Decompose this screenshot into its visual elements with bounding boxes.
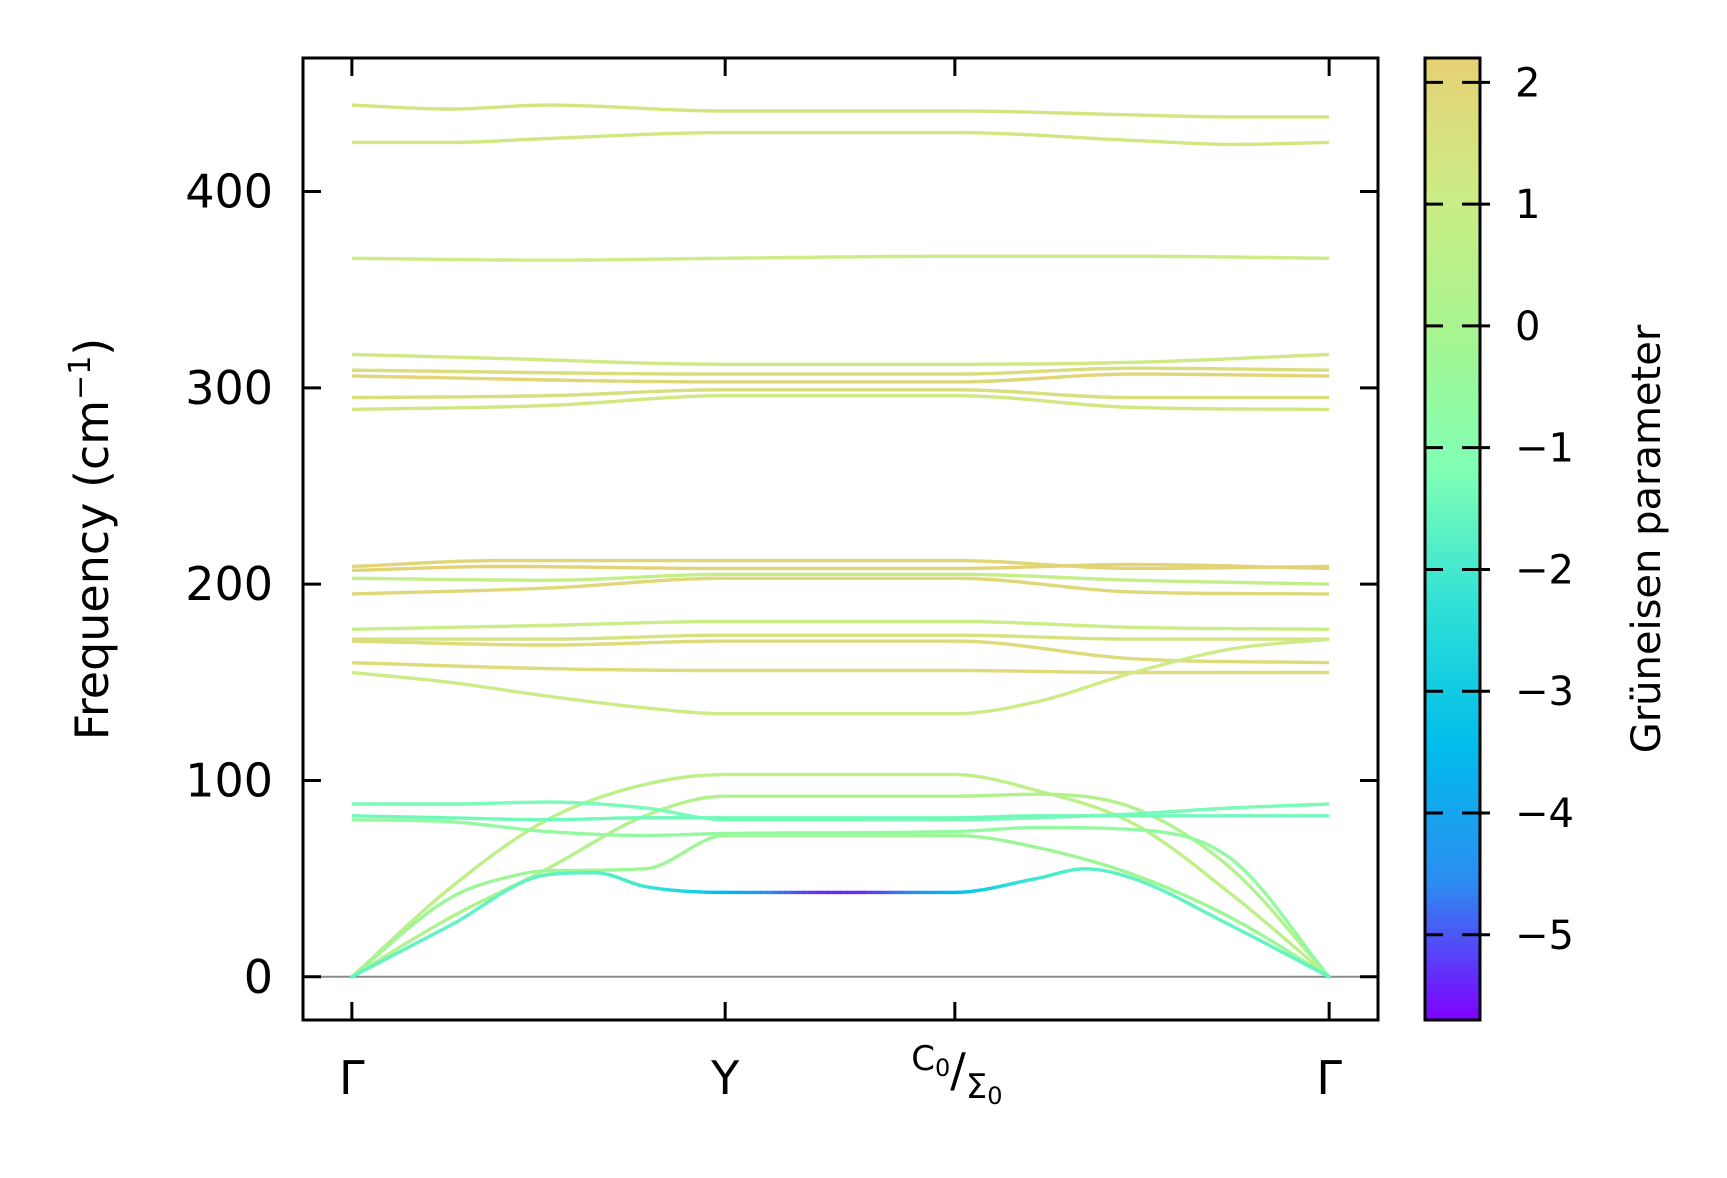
colorbar-tick-label: 2 (1515, 60, 1540, 106)
band-band-09 (351, 558, 1330, 571)
y-tick-label: 400 (185, 165, 273, 219)
phonon-bands (350, 103, 1331, 979)
colorbar-tick-label: −3 (1515, 669, 1574, 715)
band-band-01 (351, 103, 1330, 119)
band-band-24 (350, 867, 1331, 979)
y-axis-title-exponent: −1 (63, 356, 98, 400)
x-tick-label: Γ (1316, 1051, 1342, 1105)
band-band-08 (351, 394, 1330, 412)
band-band-19 (351, 792, 1331, 979)
band-band-15 (351, 639, 1330, 665)
band-band-23 (350, 833, 1330, 979)
plot-frame (301, 56, 1380, 1022)
colorbar-tick-label: −1 (1515, 426, 1574, 472)
band-segment (1321, 971, 1331, 979)
x-tick-label: C0/Σ0 (911, 1039, 1002, 1110)
colorbar-ticks: 2 1 0 −1 −2 −3 −4 −5 (1425, 60, 1574, 959)
x-tick-label: Y (710, 1051, 740, 1105)
colorbar-tick-label: −2 (1515, 547, 1574, 593)
band-band-22 (351, 818, 1331, 978)
y-tick-label: 200 (185, 557, 273, 611)
band-band-04 (351, 352, 1330, 366)
colorbar-title: Grüneisen parameter (1624, 324, 1670, 753)
y-axis-title: Frequency (cm−1) (63, 338, 119, 741)
band-band-14 (351, 633, 1330, 641)
band-band-16 (351, 661, 1330, 675)
band-band-17 (351, 637, 1330, 716)
band-band-03 (351, 254, 1330, 262)
band-band-11 (351, 572, 1330, 586)
colorbar-tick-label: −4 (1515, 791, 1574, 837)
band-band-12 (351, 576, 1330, 596)
colorbar (1425, 58, 1480, 1020)
x-axis-ticks: Γ Y C0/Σ0 Γ (339, 58, 1342, 1110)
band-band-07 (351, 388, 1330, 400)
band-band-06 (351, 372, 1330, 384)
band-band-13 (351, 619, 1330, 631)
band-band-18 (350, 772, 1331, 979)
band-band-05 (351, 366, 1330, 376)
band-band-21 (351, 814, 1330, 822)
y-axis-title-close: ) (65, 338, 119, 356)
y-axis-ticks: 0 100 200 300 400 (185, 165, 1378, 1004)
y-tick-label: 300 (185, 361, 273, 415)
colorbar-frame (1423, 56, 1482, 1022)
band-band-20 (351, 800, 1330, 822)
colorbar-tick-label: −5 (1515, 913, 1574, 959)
band-band-02 (351, 130, 1330, 147)
y-tick-label: 0 (244, 950, 273, 1004)
colorbar-tick-label: 1 (1515, 182, 1540, 228)
y-axis-title-main: Frequency (cm (65, 400, 119, 740)
y-tick-label: 100 (185, 753, 273, 807)
band-band-10 (351, 562, 1330, 573)
colorbar-tick-label: 0 (1515, 304, 1540, 350)
x-tick-label: Γ (339, 1051, 365, 1105)
